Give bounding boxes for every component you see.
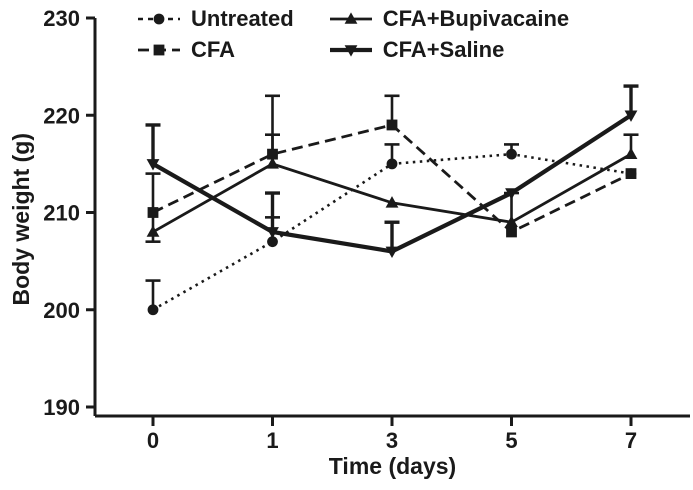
legend-key-cfa-bupivacaine-icon (329, 11, 372, 24)
legend-label: CFA+Bupivacaine (382, 5, 570, 31)
legend-item-untreated: Untreated (136, 3, 294, 34)
x-axis-label-wrap: Time (days) (95, 453, 690, 480)
y-axis-label: Body weight (g) (7, 132, 34, 306)
x-tick-label: 0 (147, 428, 159, 453)
legend-label: CFA (191, 36, 235, 62)
legend-item-cfa: CFA (136, 34, 294, 65)
y-tick-label: 200 (43, 298, 80, 323)
chart-legend: Untreated CFA CFA+Bupivacaine CFA+Saline (136, 3, 569, 65)
legend-label: CFA+Saline (382, 36, 505, 62)
x-tick-label: 3 (386, 428, 398, 453)
y-axis-label-wrap: Body weight (g) (4, 0, 38, 438)
y-tick-label: 190 (43, 395, 80, 420)
series-line-cfa (152, 123, 632, 234)
series-markers-cfa-saline (146, 110, 638, 258)
y-tick-label: 210 (43, 201, 80, 226)
x-axis-label: Time (days) (328, 453, 457, 479)
series-markers-cfa-bupivacaine (146, 147, 638, 237)
legend-key-untreated-icon (138, 13, 180, 24)
legend-item-cfa-saline: CFA+Saline (328, 34, 569, 65)
y-tick-label: 230 (43, 6, 80, 31)
y-tick-label: 220 (43, 103, 80, 128)
x-tick-label: 1 (266, 428, 278, 453)
legend-label: Untreated (191, 5, 294, 31)
x-tick-label: 5 (505, 428, 517, 453)
legend-key-cfa-icon (138, 44, 180, 55)
x-tick-label: 7 (625, 428, 637, 453)
series-markers-cfa (147, 119, 637, 238)
legend-key-cfa-saline-icon (329, 44, 372, 57)
legend-item-cfa-bupivacaine: CFA+Bupivacaine (328, 3, 569, 34)
